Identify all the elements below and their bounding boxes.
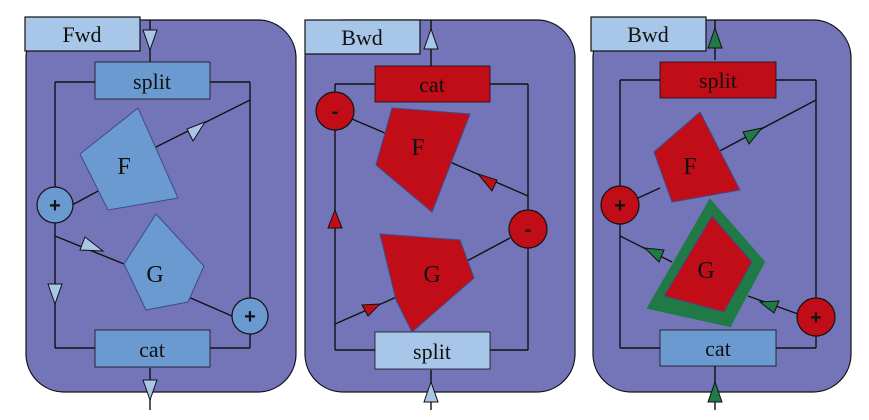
diag-arrow-icon <box>742 127 764 145</box>
add-sign-left: + <box>49 195 61 217</box>
split-block-label: split <box>413 339 451 364</box>
output-arrow-icon <box>423 380 439 403</box>
f-function-label: F <box>411 135 424 161</box>
f-function-shape <box>375 107 471 213</box>
panel-background <box>25 19 297 393</box>
add-node-right <box>796 297 836 337</box>
input-arrow-icon <box>142 29 158 52</box>
fwd-tab <box>24 16 141 52</box>
bwd-tab-label: Bwd <box>341 25 383 50</box>
add-sign-left: + <box>614 195 626 217</box>
add-node-left <box>600 185 640 225</box>
bwd-tab <box>304 19 421 55</box>
output-arrow-icon <box>707 380 723 403</box>
bwd-panel-2: Bwd split cat F G + + <box>590 16 852 410</box>
cat-block <box>374 65 491 103</box>
cat-block-label: cat <box>705 336 731 361</box>
f-function-label: F <box>117 154 130 180</box>
input-arrow-icon <box>423 27 439 50</box>
add-node-right <box>231 297 269 335</box>
f-function-label: F <box>683 154 696 180</box>
subtract-sign-left: - <box>332 101 339 123</box>
g-function-label: G <box>146 262 163 288</box>
diag-arrow-icon <box>361 303 382 317</box>
cat-block <box>659 329 777 367</box>
g-function-label: G <box>423 262 440 288</box>
split-block <box>94 61 211 100</box>
fwd-panel: Fwd split cat F G + + <box>24 16 297 410</box>
wires <box>619 20 817 410</box>
cat-block-label: cat <box>139 337 165 362</box>
diag-arrow-icon <box>186 120 207 143</box>
cat-block <box>94 329 211 368</box>
bwd-panel-1: Bwd cat split F G - - <box>304 19 576 410</box>
input-arrow-icon <box>707 26 723 49</box>
split-block <box>659 61 777 99</box>
subtract-sign-right: - <box>525 219 532 241</box>
add-sign-right: + <box>810 307 822 329</box>
subtract-node-right <box>508 209 548 249</box>
split-block-label: split <box>699 68 737 93</box>
down-arrow-icon <box>47 283 63 306</box>
diag-arrow-icon <box>643 247 665 263</box>
diag-arrow-icon <box>758 300 780 314</box>
g-function-shape <box>379 233 475 333</box>
output-arrow-icon <box>142 379 158 402</box>
diag-arrow-icon <box>476 173 498 192</box>
g-function-label: G <box>697 258 714 284</box>
split-block <box>374 331 491 370</box>
split-block-label: split <box>133 69 171 94</box>
f-function-shape <box>79 107 179 211</box>
bwd-tab-label: Bwd <box>627 22 669 47</box>
add-node-left <box>36 186 74 224</box>
up-arrow-icon <box>327 208 343 229</box>
add-sign-right: + <box>244 306 256 328</box>
fwd-tab-label: Fwd <box>62 22 101 47</box>
panel-background <box>304 19 576 393</box>
g-function-shape <box>123 213 205 311</box>
bwd-tab <box>590 16 707 52</box>
subtract-node-left <box>315 91 355 131</box>
diag-arrow-icon <box>79 236 105 252</box>
cat-block-label: cat <box>419 72 445 97</box>
g-function-shape <box>663 215 753 313</box>
f-function-shape <box>653 111 741 203</box>
